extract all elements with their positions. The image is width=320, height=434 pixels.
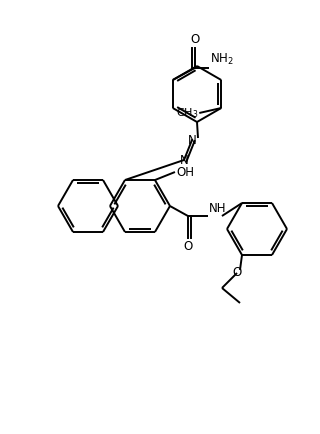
Text: O: O bbox=[232, 266, 242, 279]
Text: NH: NH bbox=[209, 202, 227, 215]
Text: NH$_2$: NH$_2$ bbox=[210, 52, 234, 67]
Text: OH: OH bbox=[176, 165, 194, 178]
Text: CH$_3$: CH$_3$ bbox=[176, 106, 198, 120]
Text: N: N bbox=[188, 134, 196, 147]
Text: O: O bbox=[190, 33, 199, 46]
Text: O: O bbox=[183, 240, 193, 253]
Text: N: N bbox=[180, 154, 188, 167]
